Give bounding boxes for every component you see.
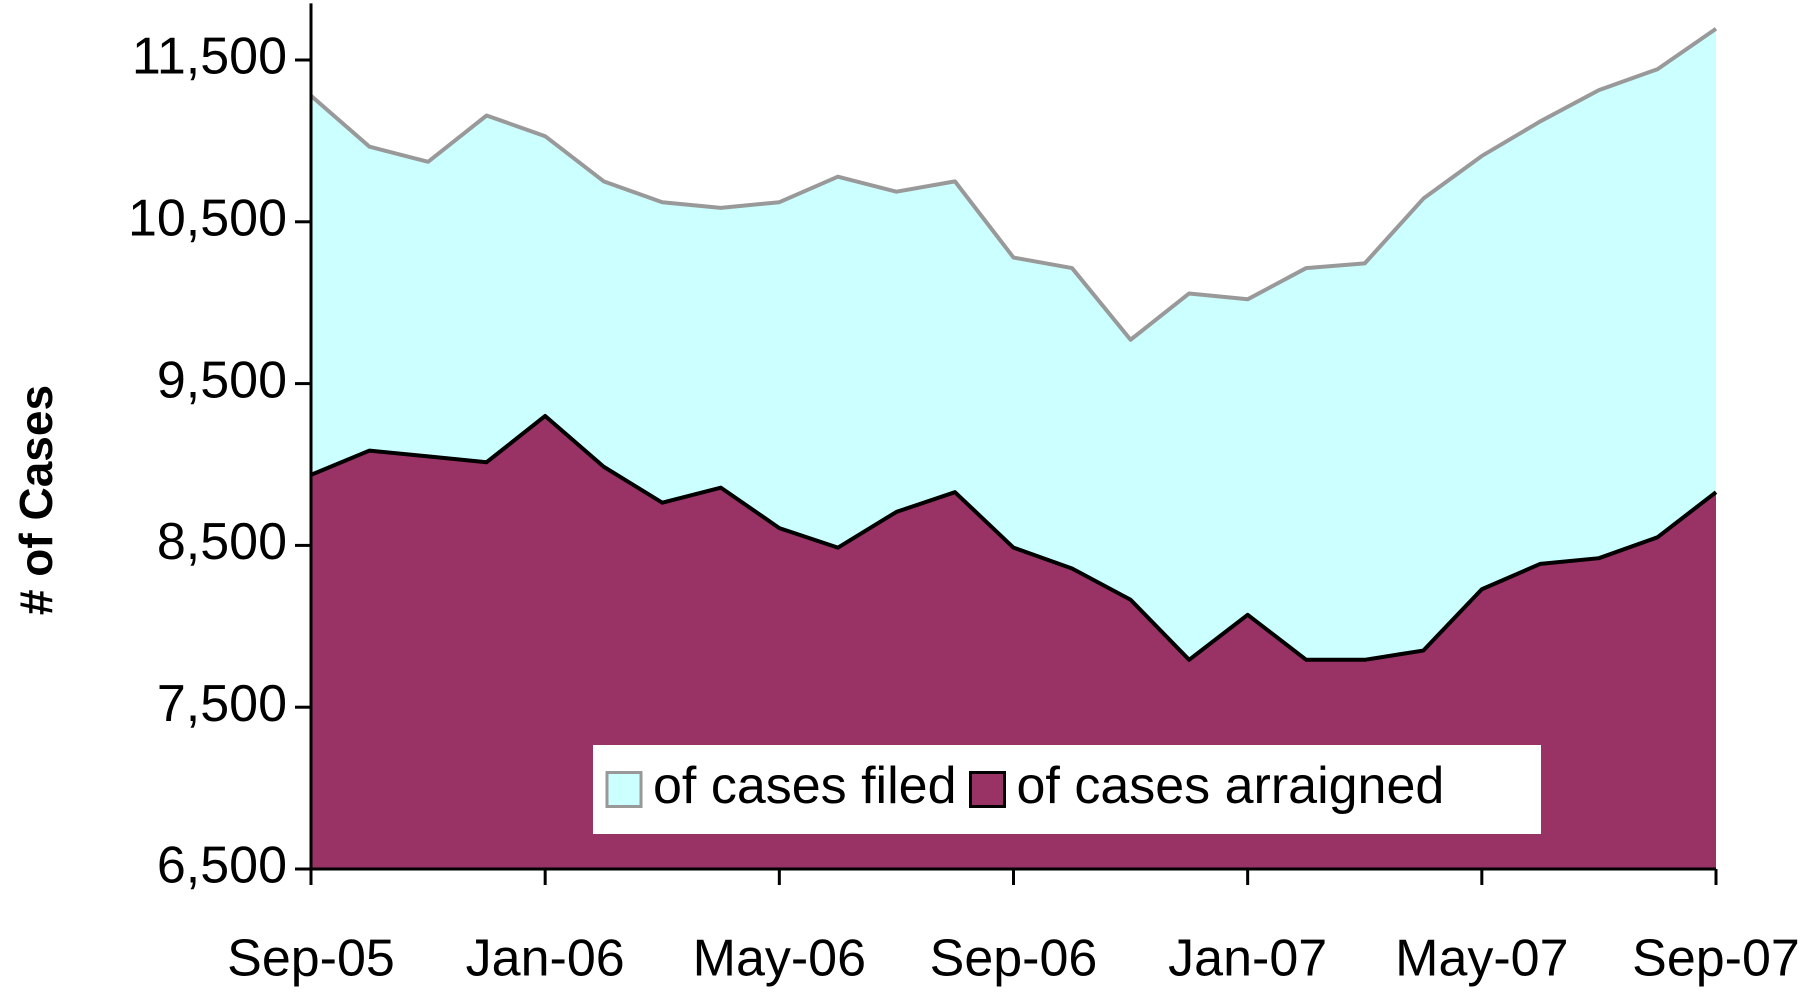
- y-tick-label: 7,500: [157, 675, 287, 733]
- area-line: [309, 27, 1718, 342]
- x-tick-label: May-07: [1395, 930, 1568, 988]
- x-tick-label: May-06: [693, 930, 866, 988]
- x-tick-label: Sep-06: [930, 930, 1098, 988]
- y-axis-label: # of Cases: [10, 385, 62, 615]
- x-tick-label: Jan-07: [1168, 930, 1327, 988]
- y-tick-label: 9,500: [157, 351, 287, 409]
- legend-swatch: [605, 771, 643, 808]
- y-tick-label: 10,500: [128, 190, 287, 248]
- y-tick-label: 11,500: [132, 28, 287, 86]
- y-tick-label: 8,500: [157, 513, 287, 571]
- legend-label: of cases filed: [653, 757, 957, 815]
- x-tick-label: Sep-07: [1632, 930, 1800, 988]
- legend-swatch: [969, 771, 1006, 808]
- legend-label: of cases arraigned: [1017, 757, 1445, 815]
- legend-box: [593, 745, 1541, 834]
- x-tick-label: Sep-05: [227, 930, 395, 988]
- x-tick-label: Jan-06: [466, 930, 625, 988]
- area-line: [310, 413, 1718, 662]
- y-tick-label: 6,500: [157, 837, 287, 895]
